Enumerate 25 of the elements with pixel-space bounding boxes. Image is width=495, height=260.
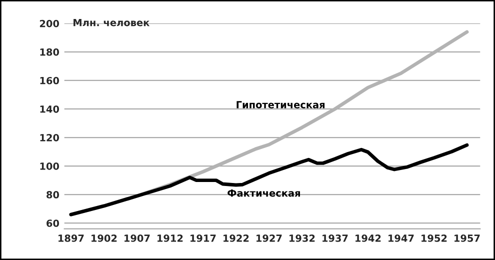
x-tick-label: 1922 xyxy=(224,234,249,242)
y-tick-label: 160 xyxy=(40,76,60,84)
x-tick-label: 1952 xyxy=(422,234,447,242)
x-tick-label: 1942 xyxy=(356,234,381,242)
y-tick-label: 200 xyxy=(40,20,60,28)
line-series xyxy=(69,143,469,216)
x-tick-label: 1907 xyxy=(124,234,150,242)
x-tick-label: 1917 xyxy=(190,234,216,242)
x-tick-label: 1927 xyxy=(256,234,282,242)
y-axis-title: Млн. человек xyxy=(74,18,150,26)
y-tick-label: 120 xyxy=(40,134,60,142)
x-tick-label: 1947 xyxy=(388,234,414,242)
y-tick-label: 100 xyxy=(40,162,60,170)
y-tick-label: 180 xyxy=(40,48,60,56)
x-tick-label: 1902 xyxy=(92,234,117,242)
x-tick-label: 1912 xyxy=(158,234,183,242)
series-label: Фактическая xyxy=(228,189,300,197)
y-tick-label: 140 xyxy=(40,105,60,113)
x-tick-label: 1937 xyxy=(322,234,348,242)
x-tick-label: 1897 xyxy=(58,234,84,242)
series-label: Гипотетическая xyxy=(236,101,325,108)
y-tick-label: 80 xyxy=(46,191,60,198)
x-tick-label: 1957 xyxy=(454,234,480,242)
x-tick-label: 1932 xyxy=(290,234,315,242)
y-tick-label: 60 xyxy=(46,220,60,227)
